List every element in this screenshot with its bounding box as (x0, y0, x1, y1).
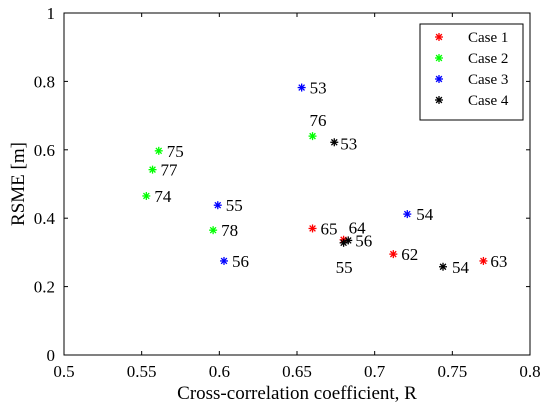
x-tick-label: 0.7 (364, 362, 386, 381)
data-point-case-2 (308, 132, 317, 141)
y-tick-label: 0.2 (34, 278, 55, 297)
data-point-case-4 (330, 138, 339, 147)
x-tick-label: 0.6 (209, 362, 230, 381)
legend-box (419, 23, 524, 121)
data-point-case-1 (308, 224, 317, 233)
point-label: 64 (349, 219, 367, 238)
data-points (142, 83, 488, 271)
point-label: 54 (452, 258, 470, 277)
y-axis-ticks: 0 0.2 0.4 0.6 0.8 1 (34, 4, 530, 365)
point-label: 77 (161, 161, 179, 180)
x-axis-ticks: 0.5 0.55 0.6 0.65 0.7 0.75 0.8 (53, 13, 541, 381)
legend-marker-case-4 (435, 96, 443, 104)
data-point-case-4 (439, 262, 448, 271)
x-tick-label: 0.8 (519, 362, 540, 381)
point-label: 74 (154, 187, 172, 206)
point-label: 62 (401, 245, 418, 264)
point-label: 78 (221, 221, 238, 240)
data-point-case-1 (389, 250, 398, 259)
legend: Case 1 Case 2 Case 3 Case 4 (419, 23, 524, 121)
y-tick-label: 1 (47, 4, 56, 23)
data-point-case-3 (297, 83, 306, 92)
data-point-case-1 (479, 256, 488, 265)
x-tick-label: 0.65 (282, 362, 312, 381)
legend-label: Case 2 (468, 51, 508, 67)
point-label: 55 (226, 196, 243, 215)
data-point-case-4 (339, 238, 348, 247)
y-tick-label: 0.4 (34, 209, 56, 228)
y-tick-label: 0.6 (34, 141, 55, 160)
y-tick-label: 0.8 (34, 72, 55, 91)
x-tick-label: 0.55 (127, 362, 157, 381)
legend-label: Case 1 (468, 30, 508, 46)
y-axis-title: RSME [m] (8, 142, 29, 226)
point-label: 56 (232, 252, 249, 271)
point-label: 56 (355, 231, 372, 250)
data-point-case-2 (148, 165, 157, 174)
data-point-case-2 (142, 191, 151, 200)
legend-marker-case-1 (435, 33, 443, 41)
data-point-case-2 (154, 146, 163, 155)
legend-label: Case 3 (468, 72, 508, 88)
point-label: 75 (167, 142, 184, 161)
x-axis-title: Cross-correlation coefficient, R (177, 383, 417, 404)
point-label: 63 (490, 252, 507, 271)
point-label: 53 (340, 134, 357, 153)
point-label: 76 (310, 111, 327, 130)
data-point-case-3 (213, 201, 222, 210)
point-label: 53 (310, 79, 327, 98)
legend-marker-case-2 (435, 54, 443, 62)
data-point-case-3 (219, 256, 228, 265)
legend-label: Case 4 (468, 93, 509, 109)
y-tick-label: 0 (47, 346, 56, 365)
legend-items: Case 1 Case 2 Case 3 Case 4 (435, 30, 509, 109)
point-label: 65 (321, 219, 338, 238)
point-label: 55 (336, 258, 353, 277)
data-point-case-3 (403, 210, 412, 219)
point-label: 54 (416, 205, 434, 224)
x-tick-label: 0.75 (437, 362, 467, 381)
data-point-case-2 (209, 226, 218, 235)
x-tick-label: 0.5 (53, 362, 74, 381)
legend-marker-case-3 (435, 75, 443, 83)
